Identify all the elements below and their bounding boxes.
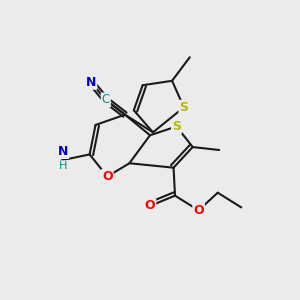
Text: N: N <box>58 145 68 158</box>
Text: S: S <box>172 120 181 133</box>
Text: N: N <box>86 76 96 89</box>
Text: C: C <box>102 93 110 106</box>
Text: O: O <box>193 204 204 217</box>
Text: O: O <box>102 170 112 183</box>
Text: S: S <box>179 101 188 114</box>
Text: O: O <box>145 200 155 212</box>
Text: H: H <box>59 161 67 171</box>
